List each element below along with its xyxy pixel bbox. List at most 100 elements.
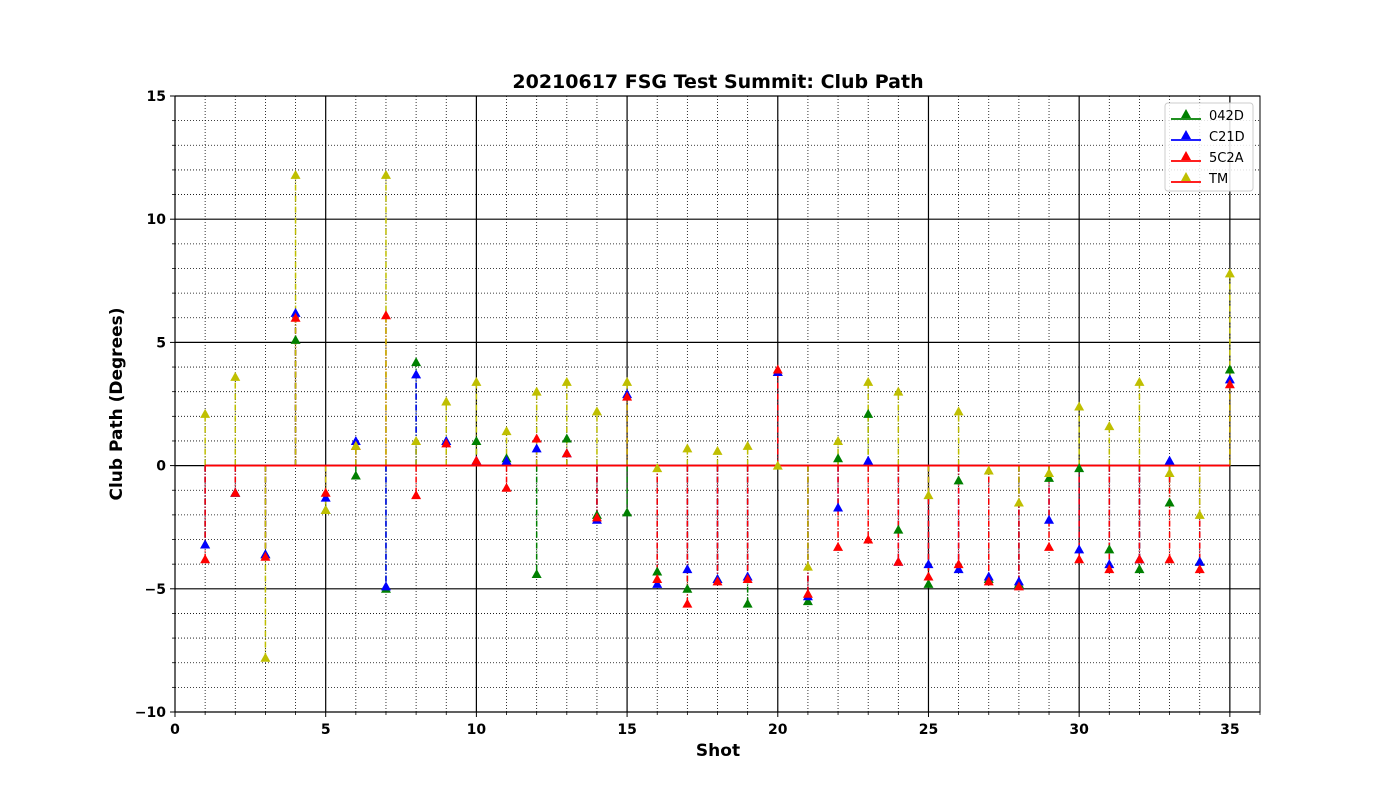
legend-label-TM: TM (1208, 172, 1228, 187)
markers (200, 169, 1235, 662)
marker-042D (1164, 497, 1175, 507)
marker-042D (1044, 472, 1055, 482)
marker-042D (1074, 463, 1085, 473)
marker-TM (1074, 401, 1085, 411)
y-axis-label: Club Path (Degrees) (107, 307, 127, 500)
marker-042D (411, 357, 422, 367)
marker-TM (772, 460, 783, 470)
x-axis-label: Shot (696, 741, 740, 761)
marker-TM (682, 443, 693, 453)
marker-042D (893, 524, 904, 534)
marker-TM (1134, 376, 1145, 386)
marker-042D (923, 578, 934, 588)
marker-C21D (531, 443, 542, 453)
marker-042D (531, 569, 542, 579)
marker-5C2A (290, 312, 301, 322)
marker-TM (320, 504, 331, 514)
marker-5C2A (260, 551, 271, 561)
legend-marker-TM (1181, 172, 1191, 181)
y-tick-label: −10 (135, 705, 166, 721)
ticks: 0 5 10 15 20 25 30 35 −10 −5 0 5 10 15 (135, 89, 1261, 738)
marker-TM (200, 408, 211, 418)
marker-TM (260, 652, 271, 662)
marker-TM (652, 463, 663, 473)
legend-marker-5C2A (1181, 151, 1191, 160)
marker-TM (1164, 467, 1175, 477)
marker-TM (501, 426, 512, 436)
marker-TM (1194, 509, 1205, 519)
marker-C21D (411, 369, 422, 379)
marker-TM (561, 376, 572, 386)
marker-042D (1224, 364, 1235, 374)
marker-5C2A (863, 534, 874, 544)
marker-5C2A (712, 576, 723, 586)
marker-C21D (953, 564, 964, 574)
marker-TM (531, 386, 542, 396)
marker-042D (1104, 544, 1115, 554)
marker-TM (953, 406, 964, 416)
marker-5C2A (983, 576, 994, 586)
x-tick-label: 5 (321, 722, 331, 738)
marker-042D (1134, 564, 1145, 574)
marker-C21D (350, 435, 361, 445)
marker-C21D (1074, 544, 1085, 554)
marker-TM (923, 490, 934, 500)
y-tick-label: 0 (156, 459, 166, 475)
marker-5C2A (742, 573, 753, 583)
legend-label-5C2A: 5C2A (1209, 151, 1244, 166)
marker-C21D (923, 559, 934, 569)
legend-label-C21D: C21D (1209, 130, 1245, 145)
y-tick-label: 10 (147, 212, 167, 228)
x-tick-label: 20 (768, 722, 788, 738)
marker-5C2A (652, 573, 663, 583)
marker-TM (983, 465, 994, 475)
marker-TM (441, 396, 452, 406)
grid (174, 95, 1261, 713)
legend: 042D C21D 5C2A TM (1164, 102, 1254, 192)
marker-5C2A (1134, 554, 1145, 564)
marker-C21D (1164, 455, 1175, 465)
marker-C21D (682, 564, 693, 574)
y-tick-label: −5 (145, 582, 166, 598)
marker-C21D (983, 571, 994, 581)
marker-TM (411, 435, 422, 445)
marker-042D (742, 598, 753, 608)
marker-C21D (1013, 576, 1024, 586)
marker-5C2A (1104, 564, 1115, 574)
x-tick-label: 10 (467, 722, 487, 738)
marker-TM (802, 561, 813, 571)
x-tick-label: 30 (1069, 722, 1089, 738)
marker-5C2A (200, 554, 211, 564)
marker-C21D (380, 581, 391, 591)
marker-5C2A (772, 364, 783, 374)
marker-5C2A (953, 559, 964, 569)
marker-TM (1104, 421, 1115, 431)
marker-042D (471, 435, 482, 445)
marker-5C2A (1074, 554, 1085, 564)
plot-frame (174, 95, 1261, 713)
marker-5C2A (441, 438, 452, 448)
marker-TM (622, 376, 633, 386)
marker-042D (652, 566, 663, 576)
marker-5C2A (1044, 541, 1055, 551)
marker-5C2A (591, 512, 602, 522)
legend-box (1164, 102, 1254, 192)
x-tick-label: 25 (919, 722, 938, 738)
marker-5C2A (833, 541, 844, 551)
marker-5C2A (622, 391, 633, 401)
marker-C21D (290, 307, 301, 317)
marker-C21D (320, 492, 331, 502)
marker-042D (953, 475, 964, 485)
marker-C21D (1224, 374, 1235, 384)
marker-5C2A (1194, 564, 1205, 574)
marker-TM (350, 440, 361, 450)
marker-042D (622, 507, 633, 517)
marker-5C2A (802, 588, 813, 598)
marker-042D (833, 453, 844, 463)
marker-042D (350, 470, 361, 480)
marker-5C2A (1164, 554, 1175, 564)
y-tick-label: 15 (147, 89, 166, 105)
marker-042D (863, 408, 874, 418)
